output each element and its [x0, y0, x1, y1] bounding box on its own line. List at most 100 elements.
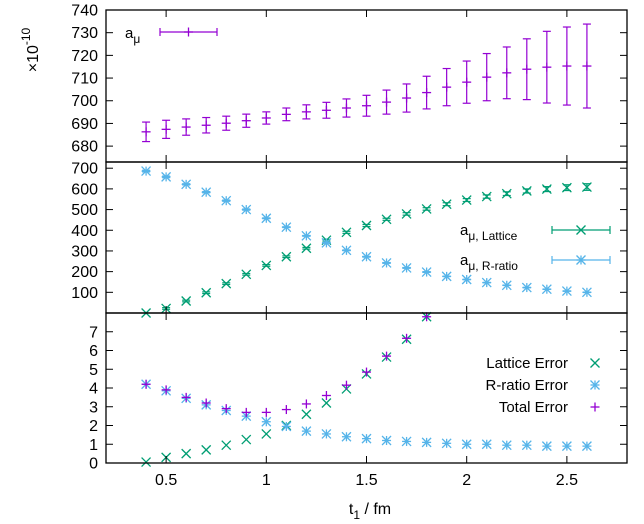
data-point — [421, 203, 432, 214]
marker-stroke — [381, 435, 392, 446]
data-point — [181, 296, 192, 306]
marker-stroke — [461, 195, 472, 206]
data-point — [181, 179, 192, 190]
x-tick-label: 1 — [262, 472, 271, 489]
legend-marker — [590, 380, 600, 390]
data-point — [421, 267, 432, 278]
marker-stroke — [301, 409, 312, 420]
marker-stroke — [581, 441, 592, 452]
legend-label: aμ, Lattice — [460, 222, 518, 243]
marker-stroke — [590, 358, 600, 368]
data-point — [321, 105, 331, 115]
legend-marker — [576, 225, 586, 235]
data-point — [362, 101, 371, 111]
data-point — [241, 407, 251, 417]
data-point — [501, 280, 512, 291]
marker-stroke — [361, 433, 372, 444]
data-point — [581, 441, 592, 452]
data-point — [461, 439, 472, 450]
marker-stroke — [421, 267, 432, 278]
marker-stroke — [281, 251, 292, 262]
data-point — [501, 188, 512, 199]
data-point — [561, 286, 572, 297]
multiplier-base: ×10 — [25, 45, 42, 72]
marker-stroke — [561, 286, 572, 297]
legend-label-sub: μ — [133, 32, 140, 46]
frame-layer — [105, 9, 628, 464]
y-tick-label: 740 — [71, 3, 98, 20]
x-tick-label: 0.5 — [155, 472, 177, 489]
marker-stroke — [301, 243, 312, 254]
data-point — [341, 227, 352, 238]
data-point — [301, 409, 312, 420]
data-point — [381, 435, 392, 446]
data-point — [562, 61, 572, 71]
legend-label: aμ, R-ratio — [460, 252, 518, 273]
marker-stroke — [541, 284, 552, 295]
marker-stroke — [201, 444, 212, 455]
y-tick-label: 710 — [71, 71, 98, 88]
data-point — [541, 441, 552, 452]
legend-label: R-ratio Error — [485, 377, 568, 394]
data-point — [281, 421, 292, 432]
marker-stroke — [261, 260, 272, 271]
marker-stroke — [421, 437, 432, 448]
y-tick-label: 100 — [71, 285, 98, 302]
data-point — [161, 171, 172, 182]
data-point — [221, 404, 231, 414]
y-tick-label: 720 — [71, 48, 98, 65]
data-point — [521, 185, 532, 196]
data-point — [441, 271, 452, 282]
data-point — [382, 351, 392, 361]
legend-marker — [184, 27, 193, 37]
marker-stroke — [441, 199, 452, 210]
data-point — [441, 438, 452, 449]
marker-stroke — [521, 185, 532, 196]
data-point — [422, 312, 432, 322]
y-tick-label: 4 — [89, 381, 98, 398]
marker-stroke — [381, 257, 392, 268]
data-point — [261, 260, 272, 271]
marker-stroke — [301, 426, 312, 437]
data-point — [421, 437, 432, 448]
marker-stroke — [581, 182, 592, 192]
series-1-0 — [141, 182, 592, 318]
data-point — [482, 72, 492, 82]
data-point — [321, 428, 332, 439]
data-point — [461, 274, 472, 285]
marker-stroke — [281, 222, 292, 233]
data-point — [402, 333, 412, 343]
data-point — [341, 245, 352, 256]
marker-stroke — [561, 182, 572, 193]
data-point — [441, 199, 452, 210]
marker-stroke — [221, 440, 232, 451]
marker-stroke — [221, 278, 232, 289]
multiplier-exp: -10 — [19, 27, 33, 45]
data-point — [401, 208, 412, 219]
y-tick-label: 200 — [71, 264, 98, 281]
y-tick-label: 680 — [71, 139, 98, 156]
data-point — [321, 391, 331, 400]
data-point — [161, 385, 171, 395]
data-point — [201, 120, 211, 130]
y-tick-label: 700 — [71, 93, 98, 110]
legend-label: Lattice Error — [486, 355, 568, 372]
legend-label: aμ — [125, 25, 140, 46]
x-tick-label: 1.5 — [355, 472, 377, 489]
y-tick-label: 300 — [71, 243, 98, 260]
legend-label-base: a — [125, 25, 134, 42]
data-point — [381, 257, 392, 268]
data-point — [201, 187, 212, 198]
marker-stroke — [161, 171, 172, 182]
marker-stroke — [201, 287, 212, 298]
y-tick-label: 6 — [89, 343, 98, 360]
marker-stroke — [501, 188, 512, 199]
data-point — [241, 269, 252, 280]
data-point — [561, 441, 572, 452]
multiplier-text: ×10-10 — [19, 27, 42, 72]
marker-stroke — [341, 431, 352, 442]
legend-marker — [576, 255, 586, 265]
data-point — [301, 426, 312, 437]
marker-stroke — [441, 271, 452, 282]
data-point — [461, 195, 472, 206]
